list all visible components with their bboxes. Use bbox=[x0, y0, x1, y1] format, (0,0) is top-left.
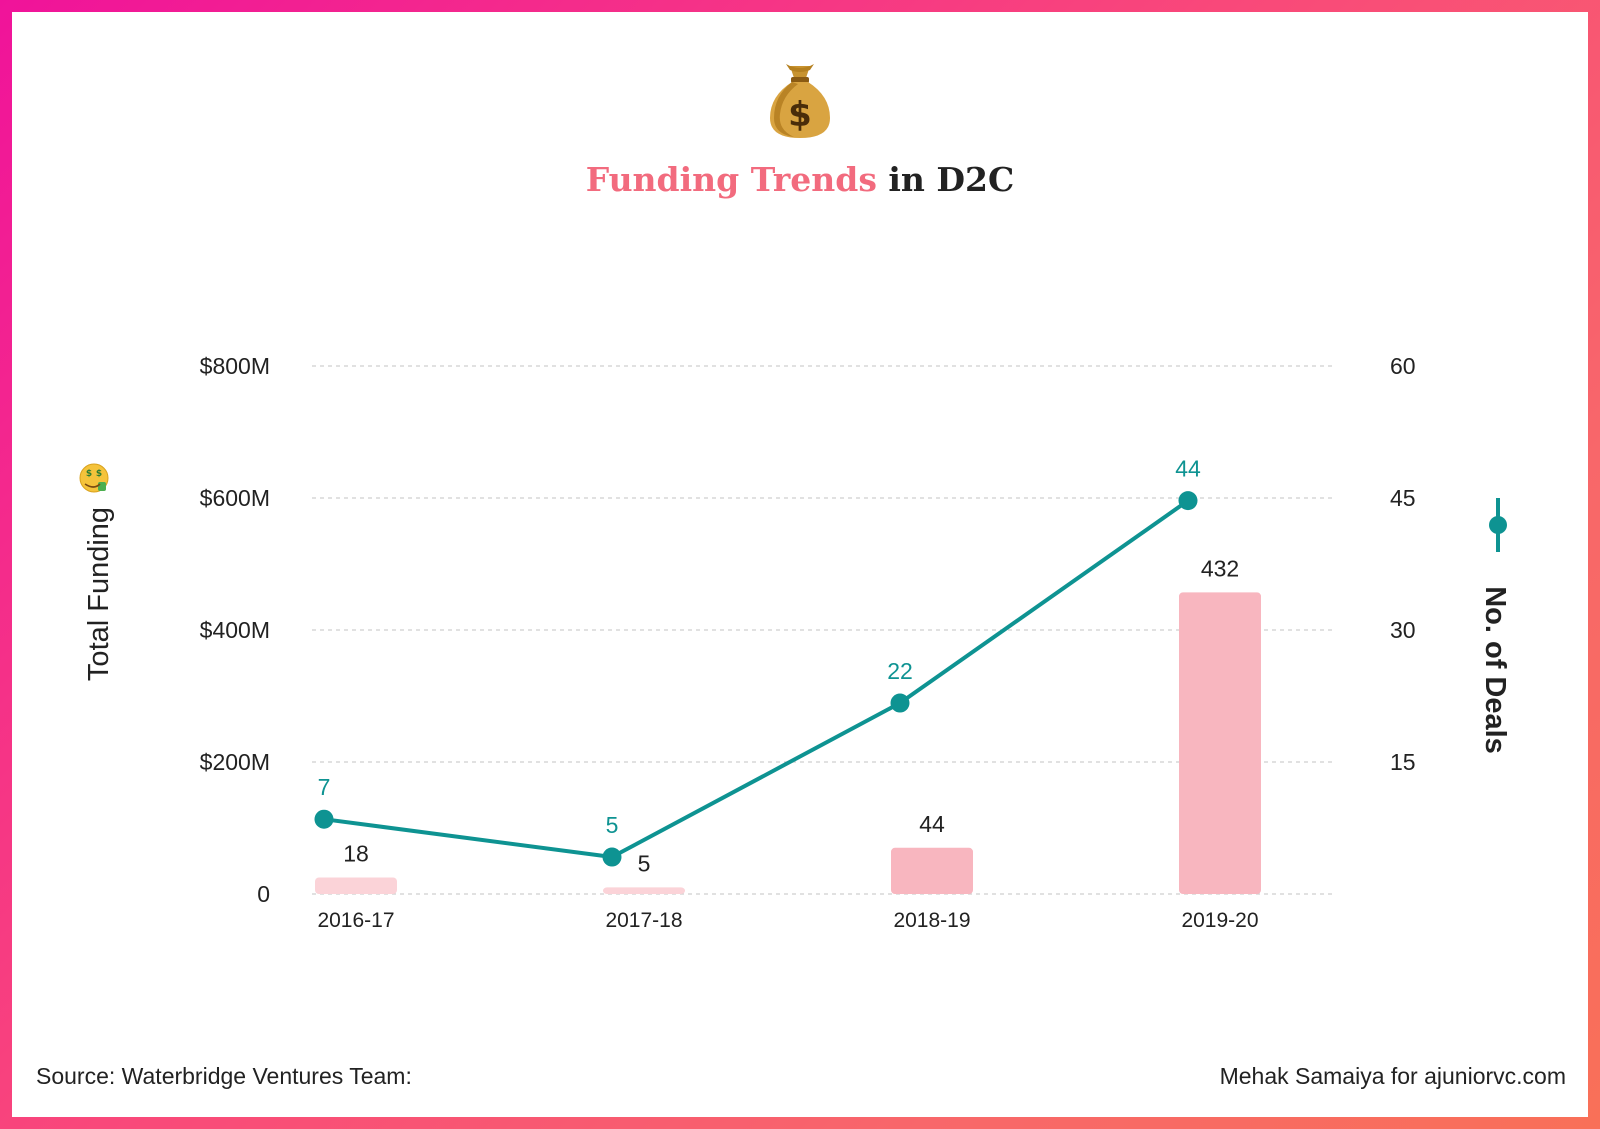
credit-note: Mehak Samaiya for ajuniorvc.com bbox=[1219, 1063, 1566, 1089]
deals-value-label: 44 bbox=[1175, 456, 1201, 482]
deals-value-label: 5 bbox=[606, 812, 619, 838]
deals-point bbox=[890, 693, 910, 713]
y-right-tick-label: 60 bbox=[1390, 353, 1416, 379]
title-rest: in D2C bbox=[876, 160, 1015, 199]
deals-point bbox=[314, 809, 334, 829]
y-right-tick-label: 15 bbox=[1390, 749, 1416, 775]
chart-title: Funding Trends in D2C bbox=[0, 160, 1600, 199]
bar-series bbox=[315, 592, 1261, 894]
deals-point bbox=[1178, 491, 1198, 511]
funding-bar bbox=[891, 847, 973, 894]
deals-line-series bbox=[314, 491, 1198, 867]
bar-value-label: 18 bbox=[343, 841, 369, 867]
x-tick-label: 2017-18 bbox=[605, 909, 682, 932]
bar-value-label: 432 bbox=[1201, 555, 1239, 581]
chart-card bbox=[12, 12, 1588, 1117]
y-left-axis-title: Total Funding bbox=[83, 507, 115, 681]
money-bag-icon: $ bbox=[770, 64, 830, 138]
x-tick-label: 2018-19 bbox=[893, 909, 970, 932]
y-right-tick-label: 45 bbox=[1390, 485, 1416, 511]
y-left-tick-label: $800M bbox=[200, 353, 270, 379]
x-tick-label: 2019-20 bbox=[1181, 909, 1258, 932]
bar-value-label: 44 bbox=[919, 811, 945, 837]
deals-value-label: 7 bbox=[318, 774, 331, 800]
y-left-tick-label: 0 bbox=[257, 881, 270, 907]
deals-value-label: 22 bbox=[887, 658, 913, 684]
x-tick-label: 2016-17 bbox=[317, 909, 394, 932]
y-right-tick-label: 30 bbox=[1390, 617, 1416, 643]
svg-text:$: $ bbox=[96, 469, 102, 479]
money-mouth-face-icon: $ $ bbox=[79, 463, 109, 493]
legend bbox=[1489, 498, 1507, 552]
legend-point-marker bbox=[1489, 516, 1507, 534]
funding-bar bbox=[1179, 592, 1261, 894]
bar-value-label: 5 bbox=[638, 850, 651, 876]
deals-point bbox=[602, 847, 622, 867]
y-left-tick-label: $200M bbox=[200, 749, 270, 775]
svg-text:$: $ bbox=[86, 469, 92, 479]
y-left-tick-label: $400M bbox=[200, 617, 270, 643]
grid-lines bbox=[312, 365, 1332, 895]
title-highlight: Funding Trends bbox=[585, 160, 877, 199]
chart-labels: 18 5 44 432 7 5 22 44 bbox=[318, 456, 1240, 877]
funding-bar bbox=[315, 877, 397, 894]
chart-axes: 0 $200M $400M $600M $800M 15 30 45 60 2016-17 2017… bbox=[79, 353, 1511, 932]
deals-line bbox=[323, 499, 1190, 860]
source-note: Source: Waterbridge Ventures Team: bbox=[36, 1063, 412, 1089]
y-left-tick-label: $600M bbox=[200, 485, 270, 511]
funding-bar bbox=[603, 887, 685, 894]
y-right-axis-title: No. of Deals bbox=[1479, 586, 1511, 754]
svg-text:$: $ bbox=[788, 95, 812, 135]
